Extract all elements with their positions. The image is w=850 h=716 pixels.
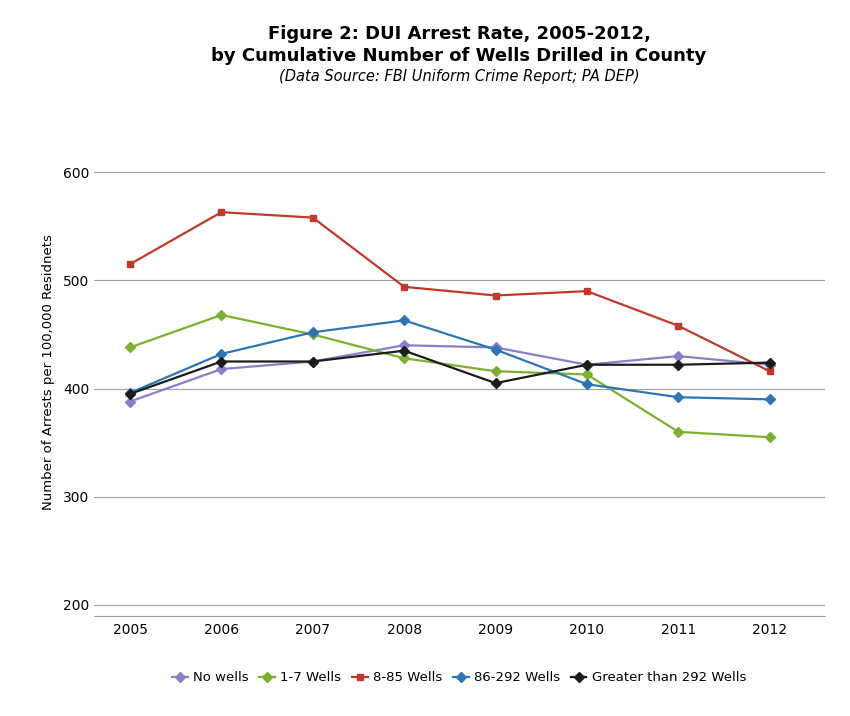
1-7 Wells — [490, 367, 501, 375]
86-292 Wells — [765, 395, 775, 404]
86-292 Wells — [673, 393, 683, 402]
Line: 1-7 Wells: 1-7 Wells — [127, 311, 774, 441]
1-7 Wells — [308, 330, 318, 339]
No wells — [217, 364, 227, 373]
Greater than 292 Wells — [217, 357, 227, 366]
Greater than 292 Wells — [400, 347, 410, 355]
No wells — [490, 343, 501, 352]
No wells — [673, 352, 683, 360]
8-85 Wells — [673, 321, 683, 330]
No wells — [125, 397, 135, 406]
Legend: No wells, 1-7 Wells, 8-85 Wells, 86-292 Wells, Greater than 292 Wells: No wells, 1-7 Wells, 8-85 Wells, 86-292 … — [167, 666, 751, 690]
No wells — [400, 341, 410, 349]
8-85 Wells — [400, 283, 410, 291]
1-7 Wells — [125, 343, 135, 352]
86-292 Wells — [400, 316, 410, 324]
Y-axis label: Number of Arrests per 100,000 Residnets: Number of Arrests per 100,000 Residnets — [42, 234, 54, 511]
1-7 Wells — [765, 433, 775, 442]
8-85 Wells — [125, 260, 135, 268]
8-85 Wells — [490, 291, 501, 300]
No wells — [582, 360, 592, 369]
86-292 Wells — [490, 345, 501, 354]
Greater than 292 Wells — [308, 357, 318, 366]
Greater than 292 Wells — [490, 379, 501, 387]
8-85 Wells — [582, 287, 592, 296]
Text: by Cumulative Number of Wells Drilled in County: by Cumulative Number of Wells Drilled in… — [212, 47, 706, 64]
Greater than 292 Wells — [673, 360, 683, 369]
Greater than 292 Wells — [582, 360, 592, 369]
1-7 Wells — [400, 354, 410, 362]
Text: (Data Source: FBI Uniform Crime Report; PA DEP): (Data Source: FBI Uniform Crime Report; … — [279, 69, 639, 84]
Greater than 292 Wells — [765, 358, 775, 367]
86-292 Wells — [217, 349, 227, 358]
Line: 8-85 Wells: 8-85 Wells — [127, 209, 774, 374]
86-292 Wells — [125, 389, 135, 397]
8-85 Wells — [308, 213, 318, 222]
Line: 86-292 Wells: 86-292 Wells — [127, 317, 774, 403]
8-85 Wells — [217, 208, 227, 216]
Text: Figure 2: DUI Arrest Rate, 2005-2012,: Figure 2: DUI Arrest Rate, 2005-2012, — [268, 25, 650, 43]
Line: Greater than 292 Wells: Greater than 292 Wells — [127, 347, 774, 397]
Line: No wells: No wells — [127, 342, 774, 405]
Greater than 292 Wells — [125, 390, 135, 398]
1-7 Wells — [217, 311, 227, 319]
8-85 Wells — [765, 367, 775, 375]
No wells — [765, 360, 775, 369]
1-7 Wells — [673, 427, 683, 436]
1-7 Wells — [582, 370, 592, 379]
86-292 Wells — [582, 380, 592, 389]
No wells — [308, 357, 318, 366]
86-292 Wells — [308, 328, 318, 337]
